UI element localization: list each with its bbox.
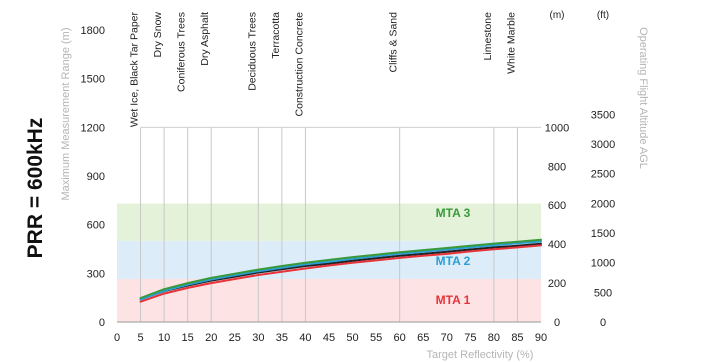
x-tick-label: 20 [205, 332, 217, 344]
x-tick-label: 55 [370, 332, 382, 344]
altitude-ft-tick-label: 500 [594, 287, 612, 299]
range-series-1 [139, 242, 542, 301]
altitude-ft-tick-label: 3500 [591, 109, 615, 121]
x-tick-label: 5 [137, 332, 143, 344]
material-label: Limestone [482, 12, 494, 61]
prr-label: PRR = 600kHz [24, 118, 47, 259]
altitude-m-tick-label: 600 [548, 200, 566, 212]
altitude-m-tick-label: 1000 [545, 122, 569, 134]
x-tick-label: 0 [114, 332, 120, 344]
y-tick-labels: 0 300 600 900 1200 1500 1800 [81, 25, 105, 329]
material-label: Dry Snow [152, 12, 164, 58]
altitude-ft-unit: (ft) [597, 10, 609, 21]
altitude-m-tick-label: 800 [548, 161, 566, 173]
range-series-2 [139, 244, 542, 303]
material-labels: Wet Ice, Black Tar Paper Dry Snow Conifero… [129, 12, 518, 128]
x-tick-label: 70 [441, 332, 453, 344]
x-tick-label: 60 [394, 332, 406, 344]
mta-label: MTA 3 [436, 206, 471, 220]
y-tick-label: 1500 [81, 74, 105, 86]
x-tick-label: 40 [299, 332, 311, 344]
y-tick-label: 300 [87, 268, 105, 280]
x-tick-label: 65 [417, 332, 429, 344]
material-label: Coniferous Trees [176, 12, 188, 92]
x-tick-label: 45 [323, 332, 335, 344]
material-label: Construction Concrete [293, 12, 305, 117]
x-tick-labels: 0 5 10 15 20 25 30 35 40 45 50 55 60 65 70 75 80 85 90 [114, 332, 547, 344]
altitude-m-tick-label: 400 [548, 239, 566, 251]
x-tick-label: 75 [464, 332, 476, 344]
altitude-m-tick-label: 200 [548, 278, 566, 290]
altitude-m-unit: (m) [550, 10, 565, 21]
x-tick-label: 25 [229, 332, 241, 344]
range-curves [139, 238, 542, 303]
x-tick-label: 35 [276, 332, 288, 344]
material-label: Cliffs & Sand [388, 12, 400, 73]
altitude-ft-tick-label: 2000 [591, 198, 615, 210]
y-tick-label: 900 [87, 171, 105, 183]
material-label: White Marble [505, 12, 517, 74]
y-axis-title: Maximum Measurement Range (m) [60, 28, 72, 201]
x-tick-label: 50 [346, 332, 358, 344]
y-tick-label: 1800 [81, 25, 105, 37]
mta-label: MTA 1 [436, 293, 471, 307]
altitude-ft-tick-label: 1000 [591, 258, 615, 270]
material-label: Wet Ice, Black Tar Paper [129, 12, 141, 128]
mta-band-3 [117, 203, 541, 241]
altitude-m-tick-label: 0 [554, 317, 560, 329]
material-gridlines [140, 126, 541, 322]
material-label: Dry Asphalt [199, 12, 211, 66]
right-axis-title: Operating Flight Altitude AGL [637, 27, 649, 169]
mta-labels: MTA 1 MTA 2 MTA 3 [436, 206, 471, 307]
altitude-ft-tick-label: 0 [600, 317, 606, 329]
y-tick-label: 1200 [81, 122, 105, 134]
material-label: Deciduous Trees [246, 12, 258, 91]
y-tick-label: 0 [99, 317, 105, 329]
x-tick-label: 15 [182, 332, 194, 344]
range-series-4 [139, 238, 542, 299]
altitude-ft-tick-label: 3000 [591, 139, 615, 151]
x-tick-label: 80 [488, 332, 500, 344]
x-tick-label: 10 [158, 332, 170, 344]
material-label: Terracotta [270, 12, 282, 59]
mta-label: MTA 2 [436, 254, 471, 268]
altitude-ft-tick-labels: 0 500 1000 1500 2000 2500 3000 3500 [591, 109, 615, 329]
altitude-ft-tick-label: 1500 [591, 228, 615, 240]
x-tick-label: 90 [535, 332, 547, 344]
altitude-m-tick-labels: 0 200 400 600 800 1000 [545, 122, 569, 329]
altitude-ft-tick-label: 2500 [591, 169, 615, 181]
y-tick-label: 600 [87, 220, 105, 232]
x-axis-title: Target Reflectivity (%) [427, 349, 534, 361]
range-series-3 [139, 240, 542, 301]
x-tick-label: 30 [252, 332, 264, 344]
x-tick-label: 85 [511, 332, 523, 344]
